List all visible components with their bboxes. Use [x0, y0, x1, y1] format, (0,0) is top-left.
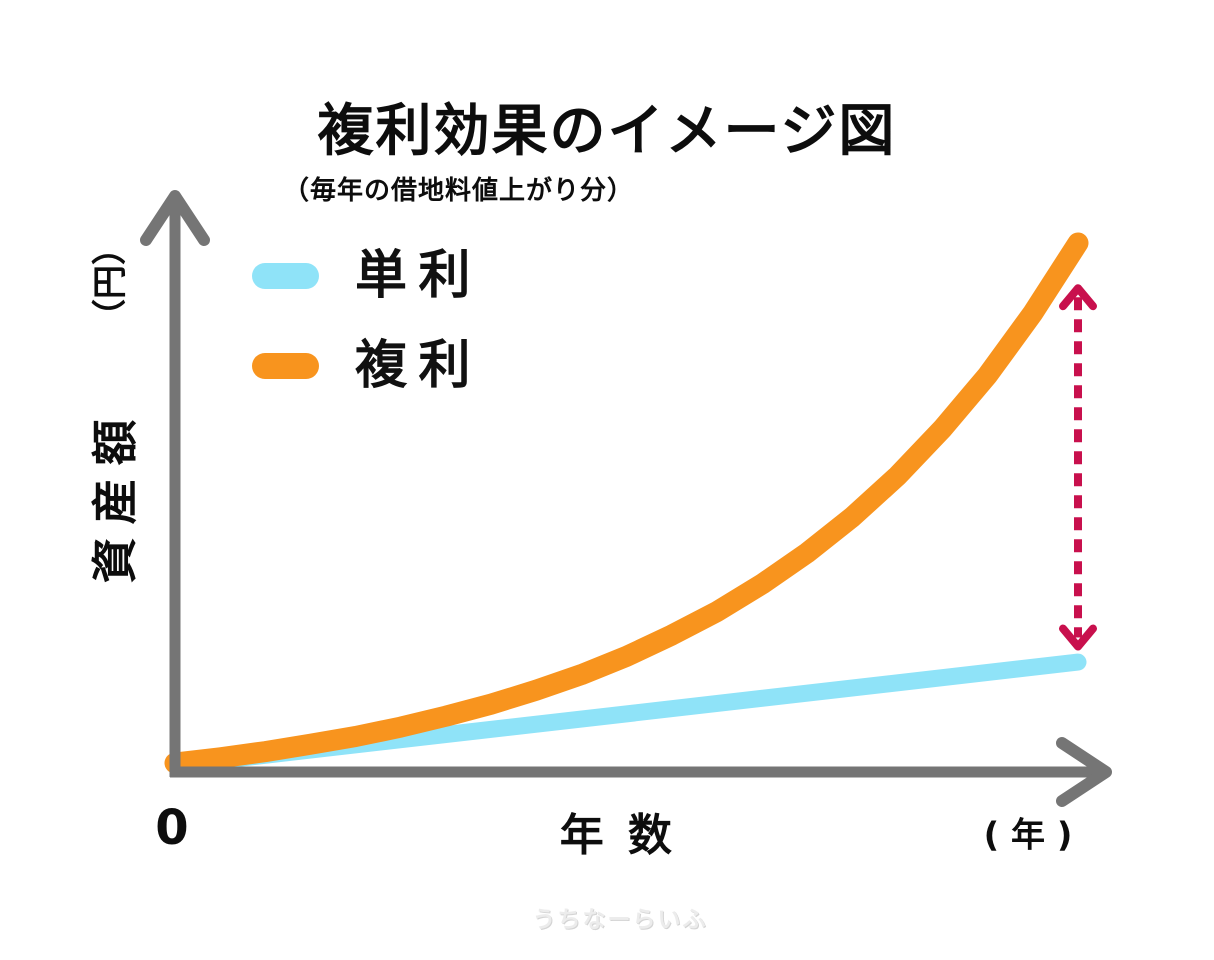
legend-swatch-compound-icon [252, 353, 319, 379]
x-axis-label: 年 数 [559, 810, 677, 861]
legend: 単利 複利 [252, 247, 482, 395]
origin-label: 0 [155, 800, 189, 856]
compound-interest-curve [164, 232, 1089, 774]
chart-title: 複利効果のイメージ図 [317, 99, 897, 164]
y-axis-label: 資産額 [88, 406, 142, 584]
legend-label-compound: 複利 [355, 336, 482, 396]
y-axis-arrowhead-icon [140, 190, 210, 246]
y-axis-unit: （円） [90, 231, 131, 333]
legend-label-simple: 単利 [355, 246, 482, 306]
chart-subtitle: （毎年の借地料値上がり分） [283, 176, 635, 206]
gap-arrow-top-head-icon [1059, 284, 1097, 311]
legend-item-compound: 複利 [252, 337, 482, 395]
x-axis-unit: ( 年 ) [983, 815, 1073, 856]
x-axis-arrowhead-icon [1056, 737, 1112, 807]
legend-swatch-simple-icon [252, 263, 319, 289]
gap-arrow-bottom-head-icon [1059, 624, 1097, 651]
watermark: うちなーらいふ [532, 907, 708, 933]
legend-item-simple: 単利 [252, 247, 482, 305]
